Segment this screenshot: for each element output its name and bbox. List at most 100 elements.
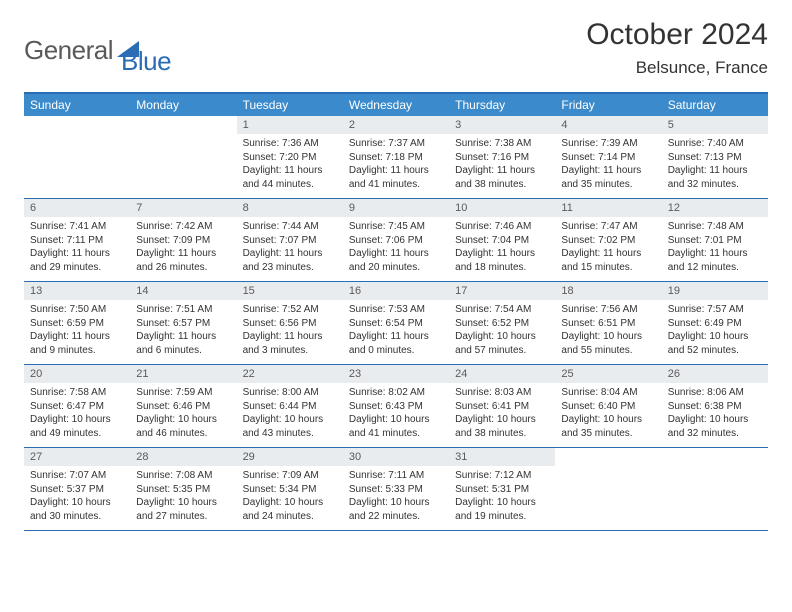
daylight-line-1: Daylight: 10 hours — [136, 413, 230, 427]
day-cell: 3Sunrise: 7:38 AMSunset: 7:16 PMDaylight… — [449, 116, 555, 198]
sunrise-line: Sunrise: 7:08 AM — [136, 469, 230, 483]
daylight-line-2: and 35 minutes. — [561, 178, 655, 192]
daylight-line-1: Daylight: 11 hours — [243, 330, 337, 344]
day-number: 15 — [237, 282, 343, 300]
day-detail: Sunrise: 7:44 AMSunset: 7:07 PMDaylight:… — [237, 217, 343, 280]
sunset-line: Sunset: 5:31 PM — [455, 483, 549, 497]
day-number: 2 — [343, 116, 449, 134]
daylight-line-1: Daylight: 11 hours — [455, 164, 549, 178]
daylight-line-2: and 55 minutes. — [561, 344, 655, 358]
day-detail: Sunrise: 7:59 AMSunset: 6:46 PMDaylight:… — [130, 383, 236, 446]
daylight-line-2: and 44 minutes. — [243, 178, 337, 192]
day-cell: 14Sunrise: 7:51 AMSunset: 6:57 PMDayligh… — [130, 282, 236, 364]
daylight-line-1: Daylight: 11 hours — [136, 330, 230, 344]
daylight-line-1: Daylight: 11 hours — [668, 164, 762, 178]
sunrise-line: Sunrise: 7:46 AM — [455, 220, 549, 234]
daylight-line-2: and 38 minutes. — [455, 427, 549, 441]
daylight-line-1: Daylight: 11 hours — [349, 164, 443, 178]
daylight-line-2: and 30 minutes. — [30, 510, 124, 524]
sunrise-line: Sunrise: 7:11 AM — [349, 469, 443, 483]
daylight-line-2: and 41 minutes. — [349, 427, 443, 441]
day-number: 21 — [130, 365, 236, 383]
day-cell: 12Sunrise: 7:48 AMSunset: 7:01 PMDayligh… — [662, 199, 768, 281]
weekday-header: Friday — [555, 94, 661, 116]
day-number: 22 — [237, 365, 343, 383]
day-number: 9 — [343, 199, 449, 217]
day-number: 10 — [449, 199, 555, 217]
day-detail: Sunrise: 7:52 AMSunset: 6:56 PMDaylight:… — [237, 300, 343, 363]
day-number: 25 — [555, 365, 661, 383]
day-cell: 13Sunrise: 7:50 AMSunset: 6:59 PMDayligh… — [24, 282, 130, 364]
day-detail: Sunrise: 8:06 AMSunset: 6:38 PMDaylight:… — [662, 383, 768, 446]
day-cell: 26Sunrise: 8:06 AMSunset: 6:38 PMDayligh… — [662, 365, 768, 447]
day-detail: Sunrise: 7:57 AMSunset: 6:49 PMDaylight:… — [662, 300, 768, 363]
daylight-line-1: Daylight: 10 hours — [243, 413, 337, 427]
daylight-line-2: and 18 minutes. — [455, 261, 549, 275]
sunset-line: Sunset: 7:09 PM — [136, 234, 230, 248]
sunrise-line: Sunrise: 7:50 AM — [30, 303, 124, 317]
day-detail: Sunrise: 7:54 AMSunset: 6:52 PMDaylight:… — [449, 300, 555, 363]
day-cell: 20Sunrise: 7:58 AMSunset: 6:47 PMDayligh… — [24, 365, 130, 447]
daylight-line-2: and 24 minutes. — [243, 510, 337, 524]
sunset-line: Sunset: 6:57 PM — [136, 317, 230, 331]
daylight-line-2: and 12 minutes. — [668, 261, 762, 275]
day-cell: 22Sunrise: 8:00 AMSunset: 6:44 PMDayligh… — [237, 365, 343, 447]
sunset-line: Sunset: 6:40 PM — [561, 400, 655, 414]
day-detail: Sunrise: 7:11 AMSunset: 5:33 PMDaylight:… — [343, 466, 449, 529]
week-row: 20Sunrise: 7:58 AMSunset: 6:47 PMDayligh… — [24, 365, 768, 448]
day-detail: Sunrise: 7:50 AMSunset: 6:59 PMDaylight:… — [24, 300, 130, 363]
day-number: 6 — [24, 199, 130, 217]
sunrise-line: Sunrise: 7:52 AM — [243, 303, 337, 317]
day-detail: Sunrise: 7:51 AMSunset: 6:57 PMDaylight:… — [130, 300, 236, 363]
daylight-line-2: and 20 minutes. — [349, 261, 443, 275]
day-detail: Sunrise: 7:07 AMSunset: 5:37 PMDaylight:… — [24, 466, 130, 529]
day-cell: 5Sunrise: 7:40 AMSunset: 7:13 PMDaylight… — [662, 116, 768, 198]
day-number: 30 — [343, 448, 449, 466]
logo: General Blue — [24, 24, 171, 77]
day-cell: 11Sunrise: 7:47 AMSunset: 7:02 PMDayligh… — [555, 199, 661, 281]
sunrise-line: Sunrise: 8:03 AM — [455, 386, 549, 400]
day-detail: Sunrise: 7:08 AMSunset: 5:35 PMDaylight:… — [130, 466, 236, 529]
sunrise-line: Sunrise: 7:59 AM — [136, 386, 230, 400]
day-cell — [130, 116, 236, 198]
day-detail: Sunrise: 8:02 AMSunset: 6:43 PMDaylight:… — [343, 383, 449, 446]
day-cell: 21Sunrise: 7:59 AMSunset: 6:46 PMDayligh… — [130, 365, 236, 447]
sunrise-line: Sunrise: 7:41 AM — [30, 220, 124, 234]
sunrise-line: Sunrise: 7:47 AM — [561, 220, 655, 234]
day-number: 29 — [237, 448, 343, 466]
day-detail: Sunrise: 7:42 AMSunset: 7:09 PMDaylight:… — [130, 217, 236, 280]
day-number: 17 — [449, 282, 555, 300]
sunrise-line: Sunrise: 7:40 AM — [668, 137, 762, 151]
daylight-line-1: Daylight: 10 hours — [349, 496, 443, 510]
day-number: 16 — [343, 282, 449, 300]
sunrise-line: Sunrise: 8:02 AM — [349, 386, 443, 400]
sunset-line: Sunset: 6:46 PM — [136, 400, 230, 414]
day-number: 4 — [555, 116, 661, 134]
sunset-line: Sunset: 7:04 PM — [455, 234, 549, 248]
sunrise-line: Sunrise: 7:57 AM — [668, 303, 762, 317]
daylight-line-1: Daylight: 10 hours — [243, 496, 337, 510]
sunrise-line: Sunrise: 7:58 AM — [30, 386, 124, 400]
day-detail: Sunrise: 7:53 AMSunset: 6:54 PMDaylight:… — [343, 300, 449, 363]
daylight-line-2: and 35 minutes. — [561, 427, 655, 441]
day-cell — [555, 448, 661, 530]
day-detail: Sunrise: 7:58 AMSunset: 6:47 PMDaylight:… — [24, 383, 130, 446]
day-cell: 15Sunrise: 7:52 AMSunset: 6:56 PMDayligh… — [237, 282, 343, 364]
daylight-line-1: Daylight: 10 hours — [30, 413, 124, 427]
logo-text-blue: Blue — [121, 46, 171, 77]
day-detail: Sunrise: 7:48 AMSunset: 7:01 PMDaylight:… — [662, 217, 768, 280]
sunset-line: Sunset: 6:49 PM — [668, 317, 762, 331]
daylight-line-1: Daylight: 10 hours — [455, 330, 549, 344]
sunset-line: Sunset: 5:37 PM — [30, 483, 124, 497]
weekday-header-row: SundayMondayTuesdayWednesdayThursdayFrid… — [24, 94, 768, 116]
day-cell: 8Sunrise: 7:44 AMSunset: 7:07 PMDaylight… — [237, 199, 343, 281]
sunset-line: Sunset: 6:43 PM — [349, 400, 443, 414]
day-cell: 7Sunrise: 7:42 AMSunset: 7:09 PMDaylight… — [130, 199, 236, 281]
daylight-line-1: Daylight: 10 hours — [349, 413, 443, 427]
sunset-line: Sunset: 7:07 PM — [243, 234, 337, 248]
sunset-line: Sunset: 7:18 PM — [349, 151, 443, 165]
daylight-line-2: and 52 minutes. — [668, 344, 762, 358]
day-detail: Sunrise: 7:12 AMSunset: 5:31 PMDaylight:… — [449, 466, 555, 529]
sunset-line: Sunset: 7:11 PM — [30, 234, 124, 248]
day-cell: 9Sunrise: 7:45 AMSunset: 7:06 PMDaylight… — [343, 199, 449, 281]
